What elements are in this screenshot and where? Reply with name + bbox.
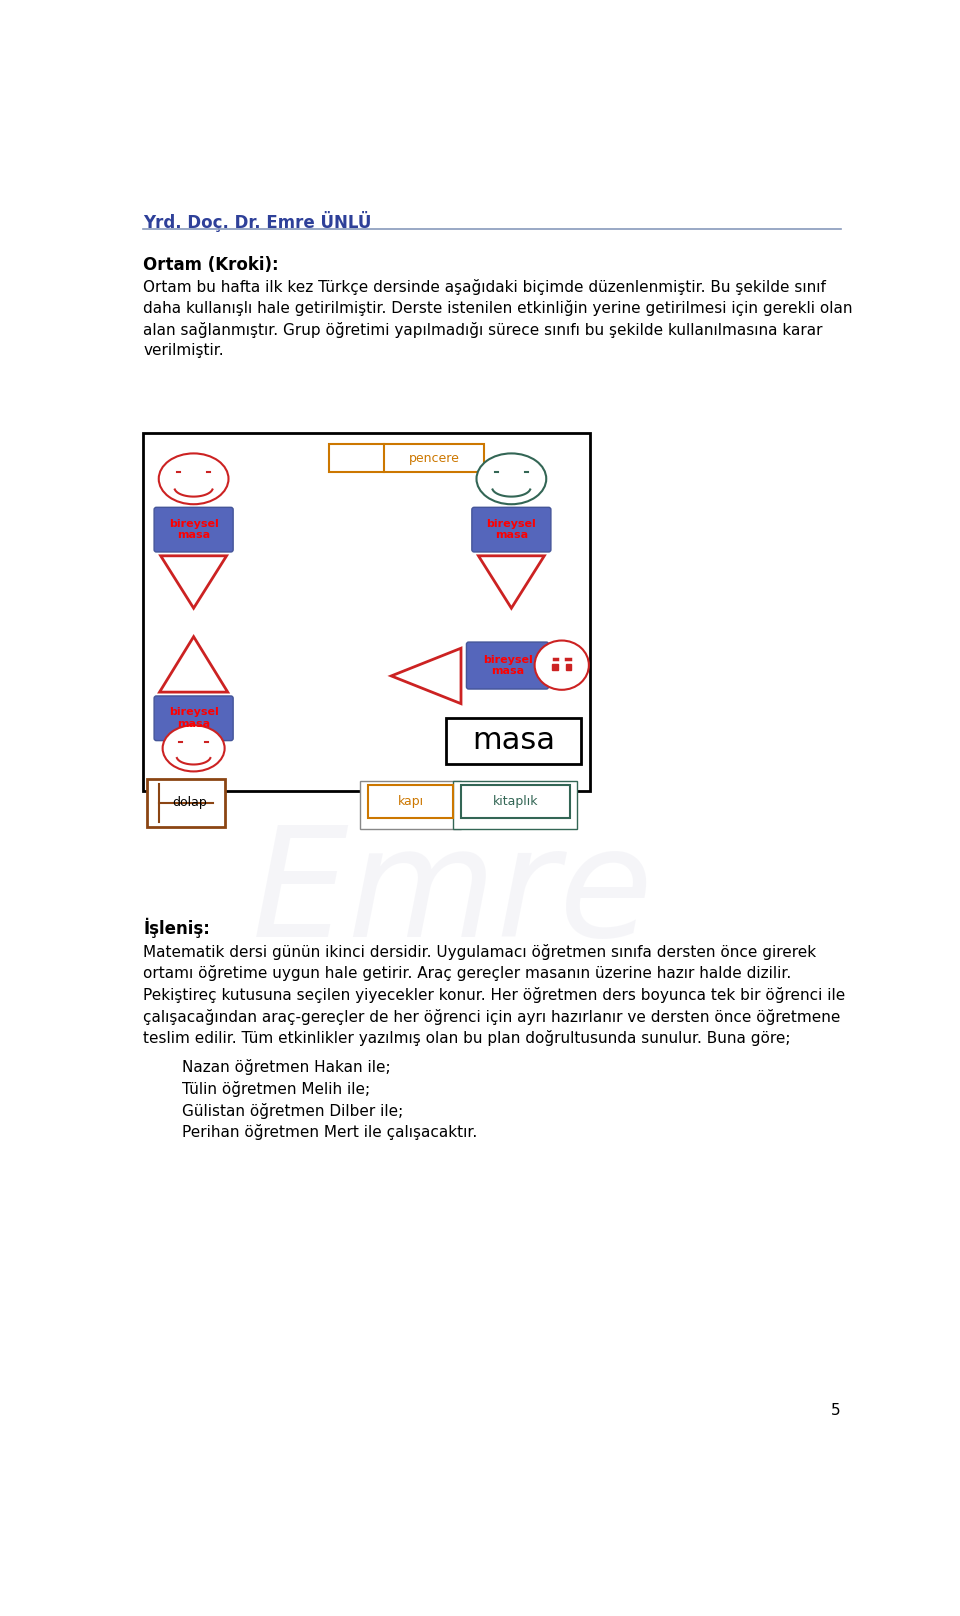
- Text: bireysel
masa: bireysel masa: [169, 519, 219, 540]
- Polygon shape: [160, 556, 227, 608]
- Bar: [461, 785, 569, 818]
- Ellipse shape: [476, 454, 546, 504]
- Ellipse shape: [535, 640, 588, 690]
- Text: dolap: dolap: [173, 797, 207, 810]
- Polygon shape: [159, 637, 228, 692]
- Polygon shape: [478, 556, 544, 608]
- FancyBboxPatch shape: [467, 642, 548, 688]
- Text: bireysel
masa: bireysel masa: [487, 519, 537, 540]
- Text: Nazan öğretmen Hakan ile;: Nazan öğretmen Hakan ile;: [182, 1060, 391, 1075]
- Text: bireysel
masa: bireysel masa: [483, 654, 533, 677]
- Text: Pekiştireç kutusuna seçilen yiyecekler konur. Her öğretmen ders boyunca tek bir : Pekiştireç kutusuna seçilen yiyecekler k…: [143, 987, 846, 1004]
- Text: Perihan öğretmen Mert ile çalışacaktır.: Perihan öğretmen Mert ile çalışacaktır.: [182, 1125, 477, 1139]
- Bar: [329, 444, 484, 472]
- FancyBboxPatch shape: [155, 507, 233, 553]
- Bar: [453, 782, 577, 829]
- Text: ortamı öğretime uygun hale getirir. Araç gereçler masanın üzerine hazır halde di: ortamı öğretime uygun hale getirir. Araç…: [143, 965, 791, 981]
- Text: Emre: Emre: [252, 821, 655, 970]
- FancyBboxPatch shape: [155, 696, 233, 740]
- Ellipse shape: [162, 726, 225, 771]
- Text: çalışacağından araç-gereçler de her öğrenci için ayrı hazırlanır ve dersten önce: çalışacağından araç-gereçler de her öğre…: [143, 1008, 841, 1025]
- Bar: [360, 782, 461, 829]
- Text: bireysel
masa: bireysel masa: [169, 708, 219, 729]
- Bar: [368, 785, 453, 818]
- Bar: [552, 664, 558, 669]
- Bar: [445, 718, 581, 764]
- Text: masa: masa: [471, 726, 555, 755]
- Text: pencere: pencere: [408, 451, 459, 464]
- Text: teslim edilir. Tüm etkinlikler yazılmış olan bu plan doğrultusunda sunulur. Buna: teslim edilir. Tüm etkinlikler yazılmış …: [143, 1029, 791, 1046]
- Text: daha kullanışlı hale getirilmiştir. Derste istenilen etkinliğin yerine getirilme: daha kullanışlı hale getirilmiştir. Ders…: [143, 301, 852, 317]
- Text: kitaplık: kitaplık: [492, 795, 538, 808]
- Text: Matematik dersi günün ikinci dersidir. Uygulamacı öğretmen sınıfa dersten önce g: Matematik dersi günün ikinci dersidir. U…: [143, 944, 816, 960]
- Text: Ortam bu hafta ilk kez Türkçe dersinde aşağıdaki biçimde düzenlenmiştir. Bu şeki: Ortam bu hafta ilk kez Türkçe dersinde a…: [143, 278, 827, 294]
- Bar: [143, 433, 590, 790]
- Text: 5: 5: [831, 1403, 841, 1419]
- Bar: [147, 779, 225, 827]
- Text: Ortam (Kroki):: Ortam (Kroki):: [143, 255, 278, 273]
- Text: kapı: kapı: [397, 795, 423, 808]
- Text: Tülin öğretmen Melih ile;: Tülin öğretmen Melih ile;: [182, 1081, 371, 1097]
- Text: Gülistan öğretmen Dilber ile;: Gülistan öğretmen Dilber ile;: [182, 1102, 403, 1118]
- Bar: [565, 664, 571, 669]
- Text: Yrd. Doç. Dr. Emre ÜNLÜ: Yrd. Doç. Dr. Emre ÜNLÜ: [143, 210, 372, 231]
- FancyBboxPatch shape: [472, 507, 551, 553]
- Text: alan sağlanmıştır. Grup öğretimi yapılmadığı sürece sınıfı bu şekilde kullanılma: alan sağlanmıştır. Grup öğretimi yapılma…: [143, 322, 823, 338]
- Text: verilmiştir.: verilmiştir.: [143, 343, 224, 359]
- Ellipse shape: [158, 454, 228, 504]
- Text: İşleniş:: İşleniş:: [143, 918, 210, 937]
- Polygon shape: [392, 648, 461, 703]
